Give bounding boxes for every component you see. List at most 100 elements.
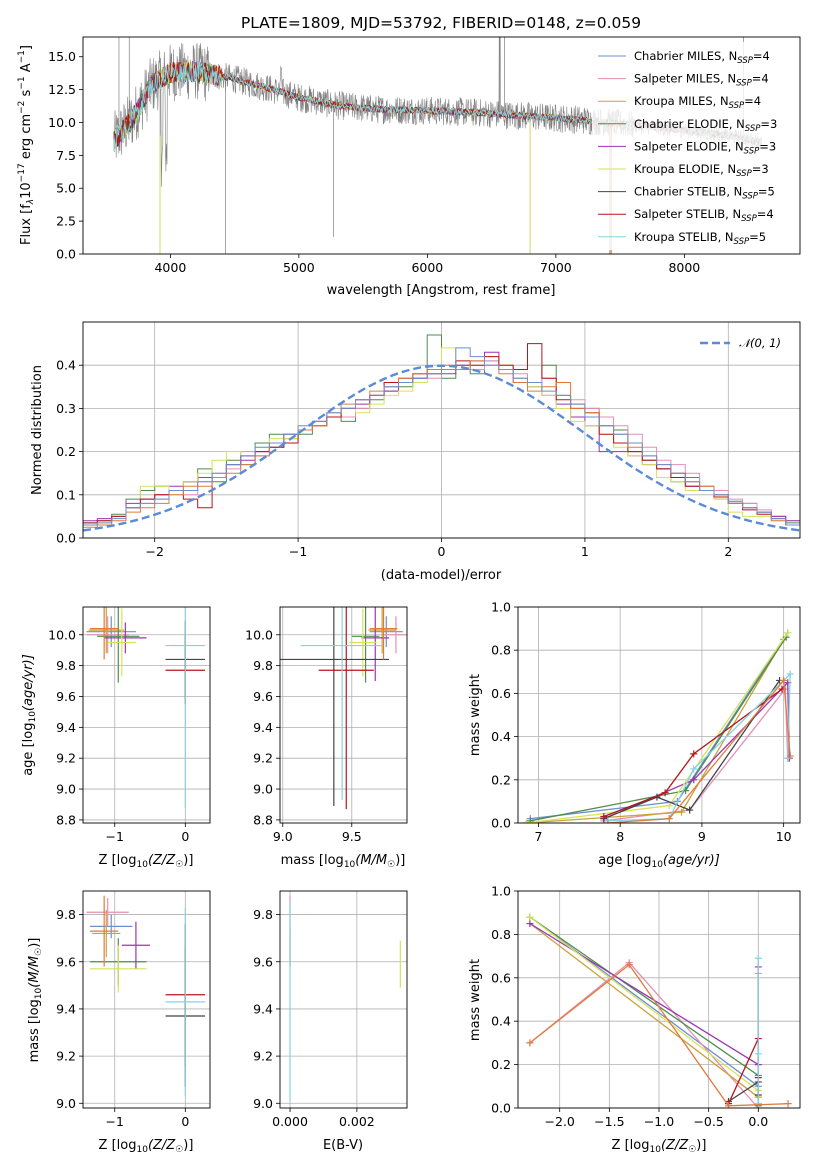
spectrum-ylabel-sub: λ	[26, 199, 36, 205]
legend-label-text: Chabrier ELODIE, N	[634, 117, 745, 131]
mass_vs_ebv-ytick-label: 9.8	[253, 907, 273, 922]
residuals-ytick-label: 0.2	[56, 444, 76, 459]
age-vs-metallicity-errorbars	[86, 607, 206, 808]
mass_weight_vs_Z-series-line-3	[529, 922, 759, 1098]
spectrum-ytick-label: 15.0	[48, 49, 76, 64]
age-vs-metallicity-yticks: 8.8 9.0 9.2 9.4 9.6 9.8 10.0	[48, 627, 83, 827]
spectrum-ylabel-exp: −17	[17, 163, 27, 182]
residuals-xtick-label: 0	[438, 544, 446, 559]
spectrum-ylabel-units-exp: −2	[17, 101, 27, 114]
mass_weight_vs_age-point-marker	[690, 776, 698, 784]
mass-vs-metallicity-xlabel-sun: ☉	[175, 1145, 183, 1155]
mass_weight_vs_Z-series-line-10	[529, 963, 789, 1107]
mass-weight-vs-age-xlabel-rest: (age/yr)]	[663, 853, 720, 868]
spectrum-xtick-label: 5000	[283, 260, 315, 275]
mass_vs_Z-xtick-label: −1	[106, 1114, 124, 1129]
mass-vs-ebv-panel: 0.000 0.002 9.0 9.2 9.4 9.6 9.8 E(B-V)	[253, 890, 408, 1153]
mass_vs_Z-ytick-label: 9.8	[56, 907, 76, 922]
legend-label-nssp: =5	[749, 230, 766, 244]
mass_vs_Z-ytick-label: 9.2	[56, 1049, 76, 1064]
mass-vs-ebv-axes-frame	[279, 890, 408, 1109]
residuals-yticks: 0.0 0.1 0.2 0.3 0.4	[56, 358, 83, 546]
age-vs-mass-xlabel-rest: (M/M	[355, 853, 387, 868]
mass_weight_vs_age-series-line-7	[603, 680, 781, 820]
mass_weight_vs_age-point-marker	[677, 808, 685, 816]
mass_weight_vs_Z-ytick-label: 0.4	[491, 1014, 511, 1029]
residuals-xlabel: (data-model)/error	[381, 568, 502, 583]
age_vs_mass-ytick-label: 9.4	[253, 720, 273, 735]
age-vs-mass-errorbars	[280, 607, 407, 810]
mass-weight-vs-age-lines	[522, 629, 794, 823]
mass_weight_vs_age-ytick-label: 0.8	[491, 643, 511, 658]
mass-vs-metallicity-xlabel-close: )]	[183, 1138, 193, 1153]
age-vs-metallicity-ylabel-main: age [log	[21, 723, 36, 776]
mass_weight_vs_age-ytick-label: 0.2	[491, 772, 511, 787]
mass-weight-vs-age-panel: 7 8 9 10 0.00.20.40.60.81.0 age [log10(age/…	[468, 600, 801, 870]
mass_weight_vs_Z-ytick-label: 0.0	[491, 1101, 511, 1116]
legend-label-subscript: SSP	[744, 146, 760, 156]
age_vs_mass-ytick-label: 9.0	[253, 782, 273, 797]
mass-weight-vs-metallicity-xlabel-rest: (Z/Z	[661, 1138, 689, 1153]
mass-weight-vs-age-xlabel-main: age [log	[598, 853, 651, 868]
mass-weight-vs-metallicity-xlabel-sub: 10	[649, 1145, 661, 1155]
mass_weight_vs_age-point-marker	[665, 815, 673, 823]
legend-label-nssp: =4	[753, 49, 770, 63]
residuals-xtick-label: −2	[145, 544, 163, 559]
spectrum-ytick-label: 2.5	[56, 214, 76, 229]
mass_weight_vs_age-ytick-label: 0.0	[491, 816, 511, 831]
mass-vs-metallicity-ylabel-sub: 10	[34, 987, 44, 999]
age-vs-mass-xlabel-sun: ☉	[387, 860, 395, 870]
age-vs-metallicity-xlabel-rest: (Z/Z	[148, 853, 176, 868]
mass_weight_vs_Z-xtick-label: −1.5	[594, 1114, 624, 1129]
legend-label-text: Chabrier STELIB, N	[634, 185, 742, 199]
mass_vs_ebv-xtick-label: 0.002	[339, 1114, 375, 1129]
mass-vs-metallicity-xlabel-sub: 10	[136, 1145, 148, 1155]
age-vs-mass-yticks: 8.8 9.0 9.2 9.4 9.6 9.8 10.0	[245, 627, 280, 827]
spectrum-ylabel-s: s	[19, 89, 34, 100]
mass_vs_ebv-ytick-label: 9.4	[253, 1001, 273, 1016]
residual-histogram-7	[83, 347, 800, 538]
mass-vs-metallicity-errorbars	[86, 895, 206, 1097]
mass_weight_vs_age-xtick-label: 9	[698, 829, 706, 844]
mass-vs-ebv-xlabel: E(B-V)	[323, 1138, 363, 1153]
mass_weight_vs_Z-point-marker	[526, 1039, 534, 1047]
mass-weight-vs-metallicity-xlabel-close: )]	[696, 1138, 706, 1153]
age-vs-metallicity-xlabel-close: )]	[183, 853, 193, 868]
age-vs-mass-xlabel-close: )]	[395, 853, 405, 868]
spectrum-axes-frame	[82, 36, 801, 255]
age_vs_Z-ytick-label: 9.6	[56, 689, 76, 704]
mass-weight-vs-age-xticks: 7 8 9 10	[534, 823, 792, 844]
spectrum-xtick-label: 7000	[540, 260, 572, 275]
mass_weight_vs_Z-point-marker	[526, 920, 534, 928]
mass-vs-metallicity-ylabel: mass [log10(M/M☉)]	[27, 938, 44, 1063]
mass_weight_vs_age-series-line-10	[607, 678, 791, 823]
mass-weight-vs-age-ylabel: mass weight	[468, 674, 483, 756]
mass_weight_vs_Z-point-marker	[526, 913, 534, 921]
mass_weight_vs_Z-xtick-label: −0.5	[693, 1114, 723, 1129]
mass-weight-vs-metallicity-yticks: 0.0 0.2 0.4 0.6 0.8 1.0	[491, 884, 518, 1116]
mass_weight_vs_age-point-marker	[786, 670, 794, 678]
mass_weight_vs_age-point-marker	[526, 817, 534, 823]
legend-label-nssp: =5	[758, 185, 775, 199]
mass_weight_vs_age-xtick-label: 10	[776, 829, 792, 844]
legend-label-4: Chabrier ELODIE, NSSP=3	[634, 117, 777, 134]
mass_vs_Z-ytick-label: 9.6	[56, 954, 76, 969]
spectrum-ylabel-main: Flux [f	[19, 204, 34, 245]
legend-label-nssp: =4	[757, 207, 774, 221]
mass_weight_vs_age-ytick-label: 1.0	[491, 600, 511, 615]
mass_weight_vs_Z-ytick-label: 1.0	[491, 884, 511, 899]
mass_vs_ebv-ytick-label: 9.6	[253, 954, 273, 969]
residuals-xtick-label: −1	[289, 544, 307, 559]
age-vs-metallicity-axes-frame	[82, 606, 211, 824]
legend-label-text: Chabrier MILES, N	[634, 49, 737, 63]
age_vs_mass-ytick-label: 9.2	[253, 751, 273, 766]
legend-label-nssp: =3	[760, 117, 777, 131]
age-vs-metallicity-ylabel-rest: (age/yr)]	[21, 654, 36, 711]
mass_weight_vs_age-point-marker	[780, 676, 788, 684]
mass_weight_vs_Z-point-marker	[754, 1050, 762, 1058]
mass-weight-vs-metallicity-xlabel: Z [log10(Z/Z☉)]	[612, 1138, 707, 1155]
mass-weight-vs-metallicity-xlabel-main: Z [log	[612, 1138, 650, 1153]
mass_weight_vs_age-point-marker	[661, 789, 669, 797]
age_vs_mass-ytick-label: 9.6	[253, 689, 273, 704]
legend-label-subscript: SSP	[737, 56, 753, 66]
